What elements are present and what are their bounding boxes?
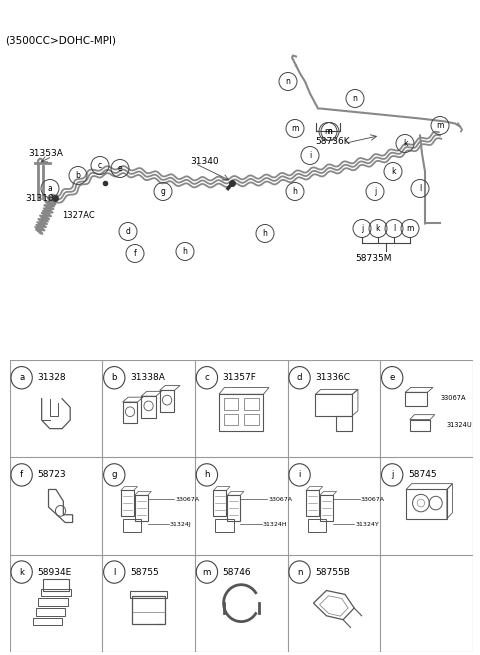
Text: h: h [182,247,187,256]
Text: 1327AC: 1327AC [62,211,95,220]
Text: 31340: 31340 [190,157,218,166]
Text: m: m [436,121,444,130]
Text: l: l [419,184,421,193]
Text: m: m [203,567,211,576]
Text: g: g [111,470,117,479]
Text: 31328: 31328 [37,373,66,383]
Text: h: h [263,229,267,238]
Text: 58723: 58723 [37,470,66,479]
Text: e: e [118,164,122,173]
Text: b: b [75,171,81,180]
Text: l: l [113,567,116,576]
Text: j: j [361,224,363,233]
Text: n: n [286,77,290,86]
Text: 31310: 31310 [25,194,54,203]
Text: 58736K: 58736K [315,137,349,146]
Text: c: c [98,161,102,170]
Text: 31353A: 31353A [28,149,63,158]
Text: e: e [389,373,395,383]
Text: 33067A: 33067A [268,496,292,502]
Text: m: m [291,124,299,133]
Text: (3500CC>DOHC-MPI): (3500CC>DOHC-MPI) [5,35,116,45]
Text: k: k [19,567,24,576]
Text: h: h [204,470,210,479]
Text: l: l [393,224,395,233]
Text: a: a [48,184,52,193]
Text: j: j [391,470,394,479]
Text: n: n [353,94,358,103]
Text: i: i [299,470,301,479]
Text: 58755: 58755 [130,567,159,576]
Text: f: f [133,249,136,258]
Text: k: k [391,167,395,176]
Text: b: b [111,373,117,383]
Text: c: c [204,373,209,383]
Text: 31324H: 31324H [263,522,287,527]
Text: f: f [20,470,23,479]
Text: 33067A: 33067A [360,496,384,502]
Text: m: m [406,224,414,233]
Text: g: g [161,187,166,196]
Text: k: k [376,224,380,233]
Text: d: d [126,227,131,236]
Text: a: a [19,373,24,383]
Text: m: m [324,127,332,136]
Text: j: j [374,187,376,196]
Text: k: k [403,139,407,148]
Text: 31336C: 31336C [315,373,350,383]
Text: n: n [327,127,333,136]
Text: 31324J: 31324J [170,522,192,527]
Text: 58745: 58745 [408,470,437,479]
Text: 58735M: 58735M [355,254,392,263]
Text: 31357F: 31357F [223,373,256,383]
Text: i: i [309,151,311,160]
Text: d: d [297,373,302,383]
Text: 58746: 58746 [223,567,252,576]
Text: h: h [293,187,298,196]
Text: 58934E: 58934E [37,567,72,576]
Text: n: n [297,567,302,576]
Text: 58755B: 58755B [315,567,350,576]
Text: 31324U: 31324U [447,422,473,428]
Text: 33067A: 33067A [175,496,199,502]
Text: 31338A: 31338A [130,373,165,383]
Text: 33067A: 33067A [440,395,466,401]
Text: 31324Y: 31324Y [355,522,379,527]
